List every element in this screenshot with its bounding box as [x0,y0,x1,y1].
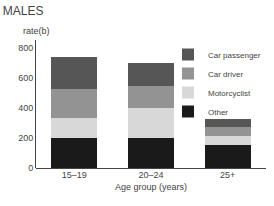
svg-text:600: 600 [18,73,33,83]
svg-text:15–19: 15–19 [62,170,87,180]
svg-text:200: 200 [18,133,33,143]
svg-text:400: 400 [18,103,33,113]
svg-text:Car passenger: Car passenger [208,51,261,60]
svg-text:20–24: 20–24 [138,170,163,180]
svg-text:Motorcyclist: Motorcyclist [208,89,251,98]
svg-text:MALES: MALES [3,4,44,18]
svg-text:0: 0 [28,163,33,173]
svg-text:Car driver: Car driver [208,70,243,79]
svg-text:rate(b): rate(b) [23,26,50,36]
svg-text:800: 800 [18,43,33,53]
svg-text:Other: Other [208,108,228,117]
svg-text:Age group (years): Age group (years) [115,182,187,192]
svg-text:25+: 25+ [220,170,235,180]
